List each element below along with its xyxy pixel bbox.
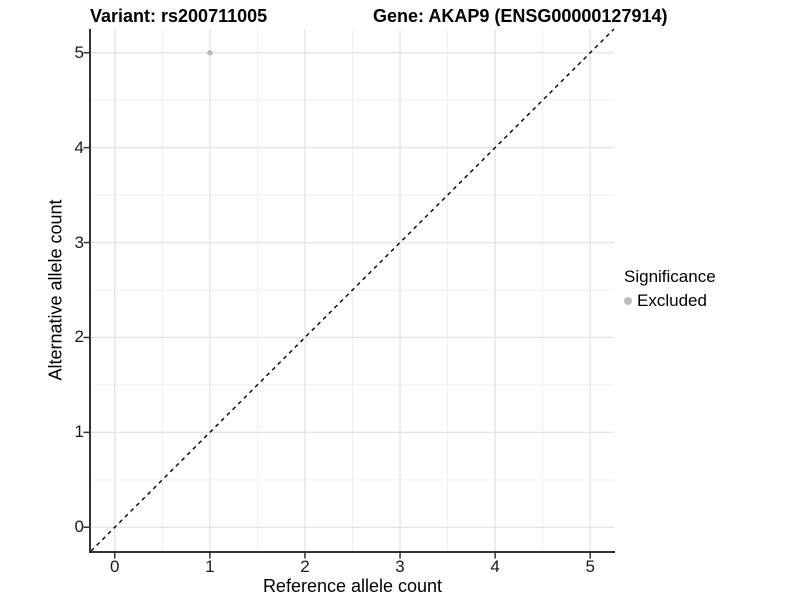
x-tick-label: 2 bbox=[300, 557, 310, 576]
x-tick-label: 1 bbox=[205, 557, 215, 576]
y-tick-label: 5 bbox=[74, 42, 84, 62]
x-tick-label: 0 bbox=[110, 557, 120, 576]
y-tick-label: 1 bbox=[74, 422, 84, 442]
x-tick-label: 4 bbox=[490, 557, 500, 576]
x-tick-label: 3 bbox=[395, 557, 405, 576]
y-tick-label: 3 bbox=[74, 232, 84, 252]
x-tick-label: 5 bbox=[585, 557, 595, 576]
y-tick-label: 4 bbox=[74, 137, 84, 157]
y-axis-title: Alternative allele count bbox=[45, 199, 66, 381]
legend-item-excluded: Excluded bbox=[624, 291, 716, 311]
y-tick-label: 0 bbox=[74, 517, 84, 537]
plot-title-variant: Variant: rs200711005 bbox=[90, 6, 268, 26]
legend: Significance Excluded bbox=[624, 267, 716, 311]
legend-point-marker-icon bbox=[624, 297, 632, 305]
plot-title-gene: Gene: AKAP9 (ENSG00000127914) bbox=[373, 6, 668, 26]
x-axis-title: Reference allele count bbox=[262, 576, 443, 596]
legend-item-label: Excluded bbox=[637, 291, 707, 310]
y-tick-label: 2 bbox=[74, 327, 84, 347]
legend-title: Significance bbox=[624, 267, 716, 286]
